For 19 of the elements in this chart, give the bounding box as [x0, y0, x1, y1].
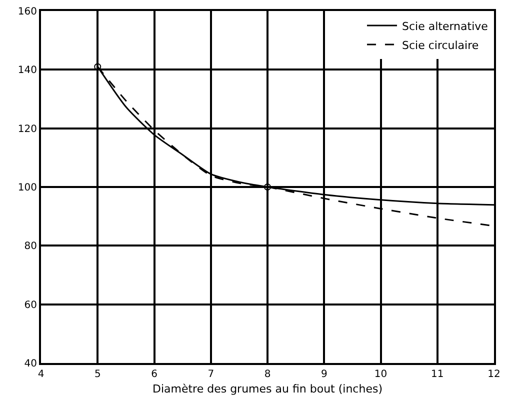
legend-label: Scie alternative — [402, 20, 488, 33]
y-tick-label: 120 — [18, 124, 37, 135]
x-axis-title: Diamètre des grumes au fin bout (inches) — [152, 382, 383, 396]
x-tick-label: 7 — [208, 369, 214, 380]
y-tick-label: 160 — [18, 6, 37, 18]
x-tick-label: 12 — [488, 369, 500, 380]
y-tick-label: 60 — [24, 300, 37, 311]
y-tick-label: 40 — [24, 358, 37, 370]
y-tick-label: 100 — [18, 182, 37, 194]
x-tick-label: 6 — [151, 369, 158, 380]
y-tick-label: 80 — [24, 241, 37, 252]
x-tick-label: 11 — [431, 369, 444, 380]
legend-label: Scie circulaire — [402, 38, 479, 52]
x-tick-label: 4 — [38, 369, 44, 380]
x-tick-label: 5 — [94, 369, 101, 380]
y-tick-label: 140 — [18, 65, 37, 76]
x-tick-label: 10 — [374, 369, 388, 380]
x-tick-label: 8 — [264, 369, 271, 380]
x-tick-label: 9 — [320, 369, 328, 380]
